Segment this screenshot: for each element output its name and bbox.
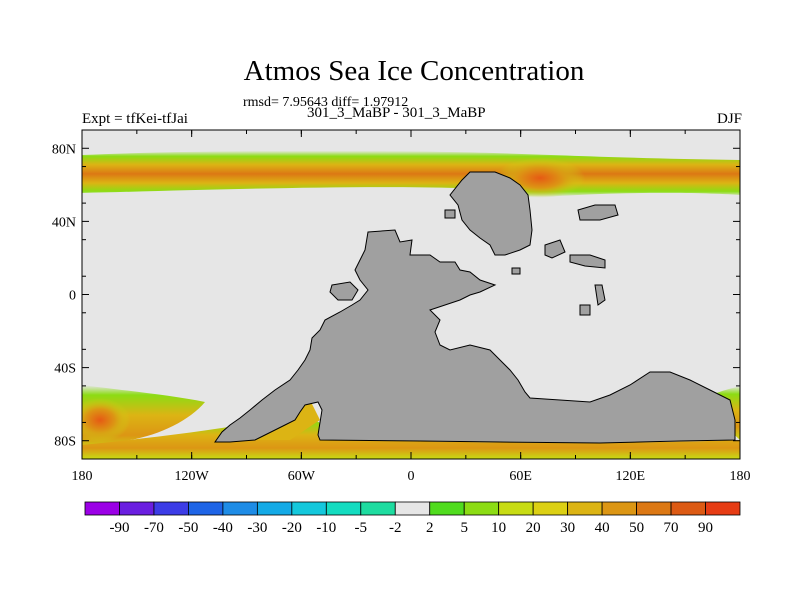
colorbar-swatch bbox=[670, 501, 706, 516]
colorbar-swatch bbox=[636, 501, 672, 516]
colorbar-swatch bbox=[532, 501, 569, 516]
colorbar-label: -50 bbox=[178, 520, 198, 536]
colorbar-swatch bbox=[498, 501, 534, 516]
colorbar-label: -5 bbox=[355, 520, 368, 536]
colorbar-label: -10 bbox=[316, 520, 336, 536]
lon-tick-label: 120E bbox=[616, 469, 646, 484]
colorbar-swatch bbox=[429, 501, 465, 516]
lon-tick-label: 120W bbox=[175, 469, 210, 484]
colorbar-label: -20 bbox=[282, 520, 302, 536]
lon-tick-label: 0 bbox=[408, 469, 415, 484]
lon-tick-label: 180 bbox=[730, 469, 751, 484]
colorbar-swatch bbox=[84, 501, 120, 516]
colorbar-swatch bbox=[360, 501, 396, 516]
colorbar: -90 -70 -50 -40 -30 -20 -10 -5 -2 2 5 10 20 30 40 50 70 9… bbox=[84, 501, 741, 536]
lat-tick-label: 80N bbox=[52, 142, 76, 157]
land-island-f bbox=[579, 304, 591, 316]
lat-tick-label: 80S bbox=[54, 435, 76, 450]
colorbar-swatch bbox=[567, 501, 603, 516]
land-island-h bbox=[444, 209, 456, 219]
colorbar-swatch bbox=[394, 501, 431, 516]
colorbar-label: -2 bbox=[389, 520, 402, 536]
land-eurasia-north bbox=[449, 171, 533, 256]
lon-tick-label: 60E bbox=[509, 469, 532, 484]
colorbar-label: 5 bbox=[460, 520, 468, 536]
colorbar-label: -30 bbox=[247, 520, 267, 536]
southern-hotspot-west bbox=[82, 398, 130, 442]
latitude-axis: 80N 40N 0 40S 80S bbox=[52, 129, 740, 460]
colorbar-label: 90 bbox=[698, 520, 713, 536]
lat-tick-label: 0 bbox=[69, 289, 76, 304]
land-island-e bbox=[594, 284, 606, 306]
lat-tick-label: 40N bbox=[52, 215, 76, 230]
colorbar-swatch bbox=[119, 501, 155, 516]
colorbar-label: 70 bbox=[664, 520, 679, 536]
colorbar-label: -70 bbox=[144, 520, 164, 536]
colorbar-swatch bbox=[463, 501, 500, 516]
colorbar-swatch bbox=[291, 501, 327, 516]
colorbar-swatch bbox=[325, 501, 362, 516]
comparison-label: 301_3_MaBP - 301_3_MaBP bbox=[307, 105, 486, 121]
colorbar-label: 30 bbox=[560, 520, 575, 536]
lat-tick-label: 40S bbox=[54, 362, 76, 377]
lon-tick-label: 180 bbox=[72, 469, 93, 484]
land-north-america bbox=[214, 229, 736, 444]
colorbar-swatch bbox=[188, 501, 224, 516]
colorbar-swatch bbox=[601, 501, 637, 516]
colorbar-label: 20 bbox=[526, 520, 541, 536]
colorbar-label: -40 bbox=[213, 520, 233, 536]
colorbar-label: -90 bbox=[109, 520, 129, 536]
longitude-axis: 180 120W 60W 0 60E 120E 180 bbox=[72, 130, 751, 484]
colorbar-label: 50 bbox=[629, 520, 644, 536]
experiment-label: Expt = tfKei-tfJai bbox=[82, 111, 188, 127]
chart-title: Atmos Sea Ice Concentration bbox=[243, 55, 585, 87]
land-island-a bbox=[329, 281, 359, 301]
land-island-c bbox=[544, 239, 566, 259]
land-island-d bbox=[569, 254, 606, 269]
season-label: DJF bbox=[716, 111, 742, 127]
land-island-b bbox=[577, 204, 619, 221]
colorbar-swatch bbox=[256, 501, 293, 516]
colorbar-swatch bbox=[222, 501, 258, 516]
lon-tick-label: 60W bbox=[288, 469, 316, 484]
colorbar-swatch bbox=[705, 501, 741, 516]
colorbar-label: 10 bbox=[491, 520, 506, 536]
colorbar-label: 2 bbox=[426, 520, 434, 536]
colorbar-swatch bbox=[153, 501, 189, 516]
colorbar-label: 40 bbox=[595, 520, 610, 536]
stats-label: rmsd= 7.95643 diff= 1.97912 bbox=[243, 95, 409, 110]
land-island-g bbox=[511, 267, 521, 275]
